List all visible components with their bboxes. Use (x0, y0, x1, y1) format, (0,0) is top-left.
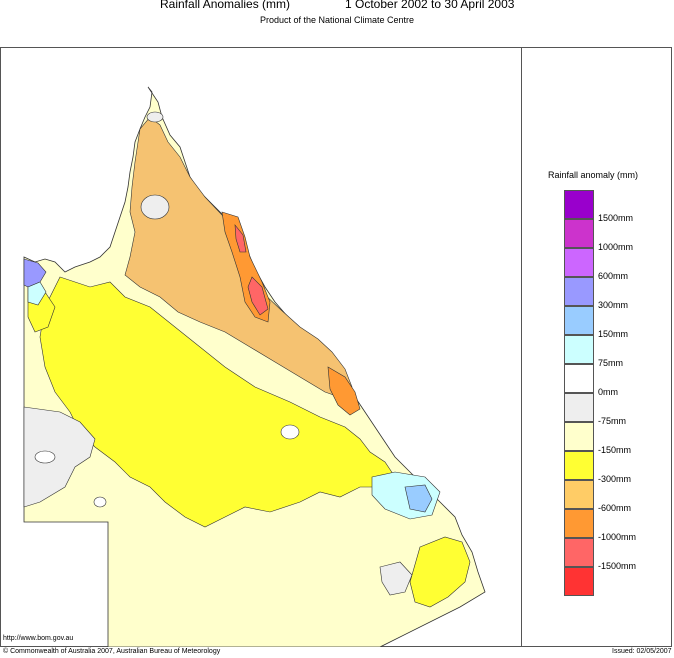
legend-label: 1500mm (598, 213, 634, 223)
legend-swatch (564, 335, 594, 364)
anomaly-island-white-1 (140, 194, 170, 220)
legend-label: 75mm (598, 358, 624, 368)
anomaly-region-red-2 (247, 276, 269, 316)
anomaly-region-grey-2 (379, 561, 413, 596)
legend-label: -600mm (598, 503, 632, 513)
legend-swatch (564, 364, 594, 393)
map-title: Rainfall Anomalies (mm) (160, 0, 291, 11)
footer-issued-date: Issued: 02/05/2007 (612, 648, 672, 655)
legend-swatch (564, 277, 594, 306)
anomaly-island-white-4 (93, 496, 107, 508)
legend-label: 1000mm (598, 242, 634, 252)
legend-swatch (564, 567, 594, 596)
legend-swatch (564, 451, 594, 480)
legend-swatch (564, 538, 594, 567)
date-range: 1 October 2002 to 30 April 2003 (345, 0, 515, 11)
legend-label: 600mm (598, 271, 629, 281)
legend-colorbar (564, 190, 594, 600)
legend-swatch (564, 422, 594, 451)
anomaly-region-red (234, 224, 247, 253)
legend-label: -300mm (598, 474, 632, 484)
legend-title: Rainfall anomaly (mm) (548, 170, 639, 180)
anomaly-island-white-3 (280, 424, 300, 440)
legend-label: -1500mm (598, 561, 637, 571)
legend-label: 150mm (598, 329, 629, 339)
legend-swatch (564, 393, 594, 422)
legend-label: 300mm (598, 300, 629, 310)
queensland-rainfall-map (23, 86, 486, 647)
title-row: Rainfall Anomalies (mm) 1 October 2002 t… (0, 0, 674, 12)
anomaly-region-yellow-se (409, 536, 471, 608)
legend-swatch (564, 190, 594, 219)
anomaly-island-white-5 (34, 450, 56, 464)
legend-label: -150mm (598, 445, 632, 455)
legend-swatch (564, 509, 594, 538)
legend-label: -75mm (598, 416, 627, 426)
anomaly-region-cyan-nw (27, 281, 47, 306)
legend-label: 0mm (598, 387, 618, 397)
anomaly-region-orange-2 (327, 366, 361, 416)
legend-label: -1000mm (598, 532, 637, 542)
legend-swatch (564, 248, 594, 277)
anomaly-island-white-2 (146, 111, 164, 123)
legend-swatch (564, 306, 594, 335)
footer-copyright: © Commonwealth of Australia 2007, Austra… (3, 648, 221, 655)
legend-swatch (564, 219, 594, 248)
legend-swatch (564, 480, 594, 509)
footer-url[interactable]: http://www.bom.gov.au (3, 635, 74, 642)
anomaly-region-blue (404, 484, 433, 513)
map-subtitle: Product of the National Climate Centre (259, 15, 415, 25)
anomaly-region-grey (23, 406, 96, 508)
legend-divider (521, 47, 522, 647)
